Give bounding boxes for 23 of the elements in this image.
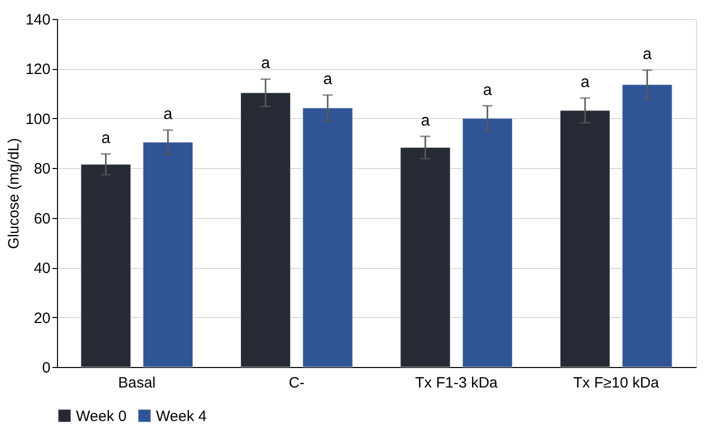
y-tick-label: 120 <box>25 61 50 78</box>
y-tick-label: 20 <box>34 310 50 327</box>
x-tick-label: Basal <box>118 374 156 392</box>
x-tick-label: C- <box>288 374 305 392</box>
y-tick-label: 40 <box>34 260 50 278</box>
data-label: a <box>642 46 652 64</box>
data-label: a <box>101 130 110 147</box>
data-label: a <box>580 74 590 92</box>
data-label: a <box>163 106 172 124</box>
y-tick-label: 80 <box>34 160 50 178</box>
y-tick-label: 0 <box>42 360 50 376</box>
y-tick-label: 140 <box>25 12 50 28</box>
legend-label: Week 4 <box>156 408 207 425</box>
data-label: a <box>420 112 430 130</box>
data-label: a <box>261 55 270 72</box>
x-tick-label: Tx F1-3 kDa <box>415 374 498 392</box>
y-tick-label: 60 <box>34 210 50 228</box>
data-label: a <box>323 71 332 88</box>
data-label: a <box>482 82 492 99</box>
y-axis-title: Glucose (mg/dL) <box>5 138 22 249</box>
y-tick-label: 100 <box>25 110 50 128</box>
x-tick-label: Tx F≥10 kDa <box>573 374 660 392</box>
legend-label: Week 0 <box>76 408 127 425</box>
